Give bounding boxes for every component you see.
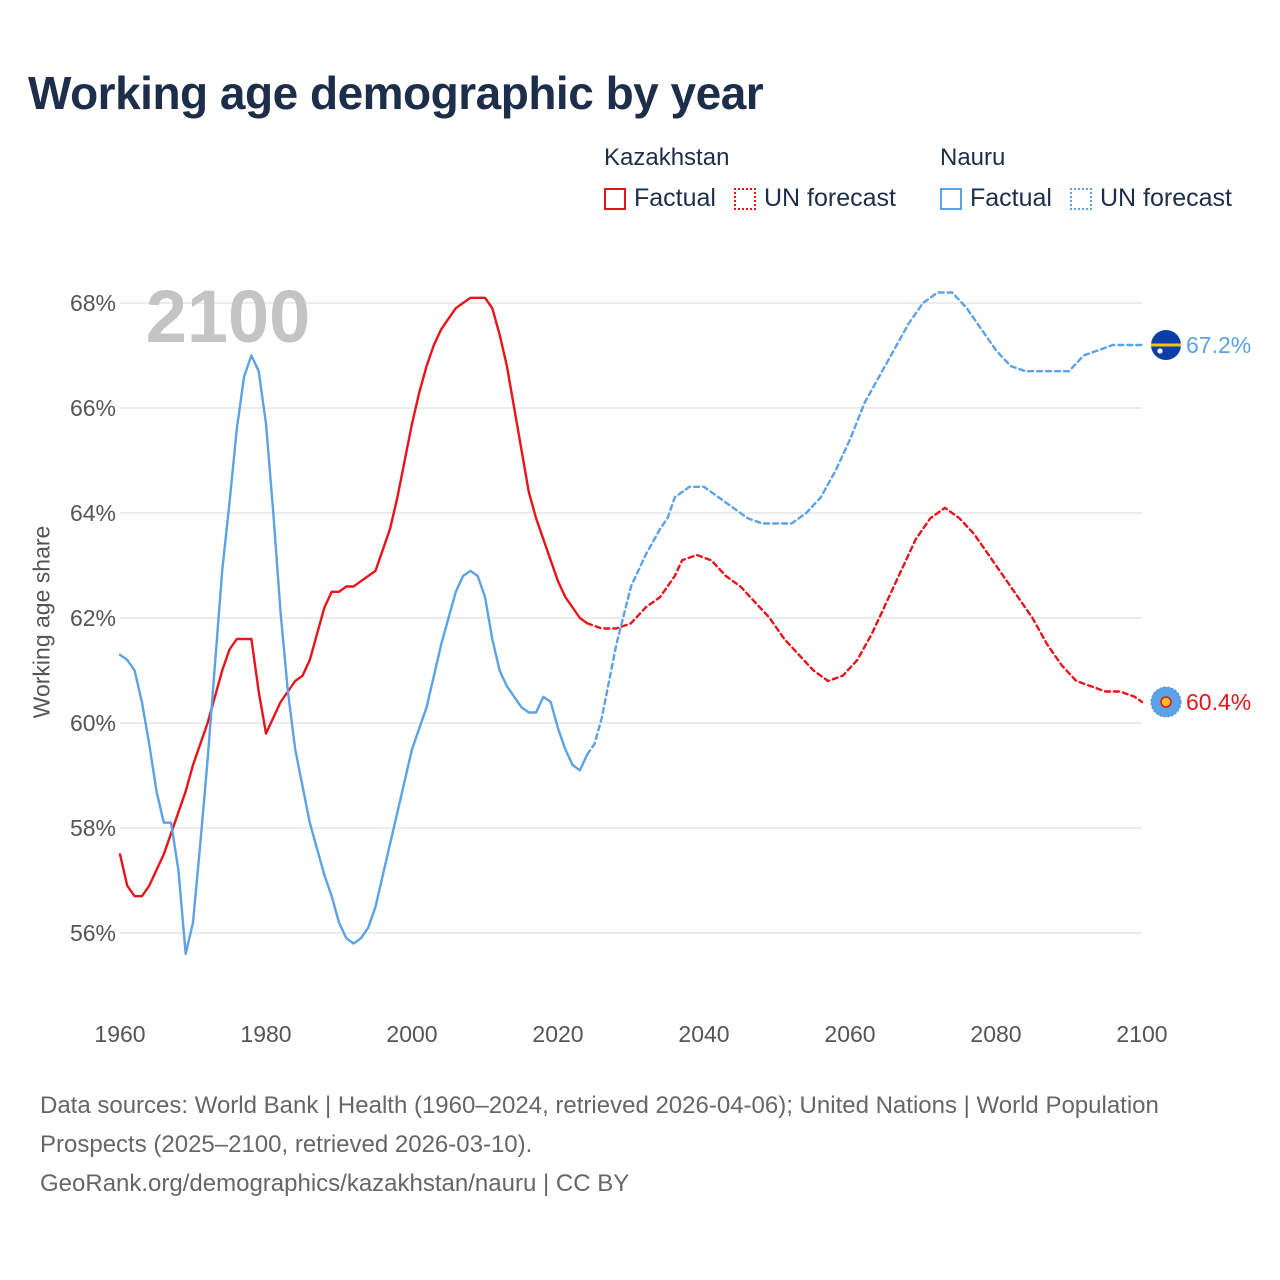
kazakhstan-flag-icon (1150, 686, 1182, 718)
year-watermark: 2100 (146, 275, 311, 358)
end-label-kazakhstan: 60.4% (1186, 689, 1251, 715)
x-tick-label: 2100 (1116, 1021, 1167, 1047)
end-label-nauru: 67.2% (1186, 332, 1251, 358)
x-tick-label: 2000 (386, 1021, 437, 1047)
legend-label: UN forecast (763, 184, 896, 212)
series-line-kazakhstan-factual (118, 296, 589, 898)
series-line-nauru-factual (118, 354, 589, 956)
legend-label: Factual (634, 184, 716, 212)
nauru-flag-icon (1151, 330, 1181, 360)
x-tick-label: 1980 (240, 1021, 291, 1047)
legend-group-kazakhstan: Kazakhstan Factual UN forecast (604, 144, 914, 213)
legend-nauru-factual[interactable]: Factual (940, 184, 1052, 213)
legend-kazakhstan-factual[interactable]: Factual (604, 184, 716, 213)
x-tick-label: 2080 (970, 1021, 1021, 1047)
line-chart: 56% 58% 60% 62% 64% 66% 68% 1960 1980 2000 2020 20… (70, 275, 1251, 1047)
x-tick-label: 2040 (678, 1021, 729, 1047)
x-tick-label: 1960 (94, 1021, 145, 1047)
legend-label: UN forecast (1099, 184, 1232, 212)
legend-group-name: Kazakhstan (604, 144, 730, 171)
y-tick-label: 64% (70, 500, 116, 526)
legend-nauru-forecast[interactable]: UN forecast (1069, 184, 1232, 213)
y-tick-label: 62% (70, 605, 116, 631)
legend-swatch-solid (940, 187, 962, 210)
series-line-kazakhstan-forecast (586, 506, 1144, 704)
footer-link[interactable]: GeoRank.org/demographics/kazakhstan/naur… (40, 1170, 630, 1197)
x-tick-label: 2020 (532, 1021, 583, 1047)
y-tick-label: 68% (70, 290, 116, 316)
y-tick-label: 56% (70, 920, 116, 946)
legend-swatch-dotted (1069, 187, 1092, 210)
y-tick-label: 60% (70, 710, 116, 736)
series-line-nauru-forecast (586, 291, 1144, 756)
legend-label: Factual (970, 184, 1052, 212)
y-tick-label: 58% (70, 815, 116, 841)
x-tick-label: 2060 (824, 1021, 875, 1047)
chart-title: Working age demographic by year (28, 67, 764, 119)
legend-group-nauru: Nauru Factual UN forecast (940, 144, 1232, 213)
footer-sources: Data sources: World Bank | Health (1960–… (40, 1086, 1160, 1203)
legend-group-name: Nauru (940, 144, 1006, 171)
legend-kazakhstan-forecast[interactable]: UN forecast (733, 184, 896, 213)
y-tick-label: 66% (70, 395, 116, 421)
legend-swatch-dotted (733, 187, 756, 210)
legend-swatch-solid (604, 187, 626, 210)
footer-source-text: Data sources: World Bank | Health (1960–… (40, 1092, 1159, 1158)
